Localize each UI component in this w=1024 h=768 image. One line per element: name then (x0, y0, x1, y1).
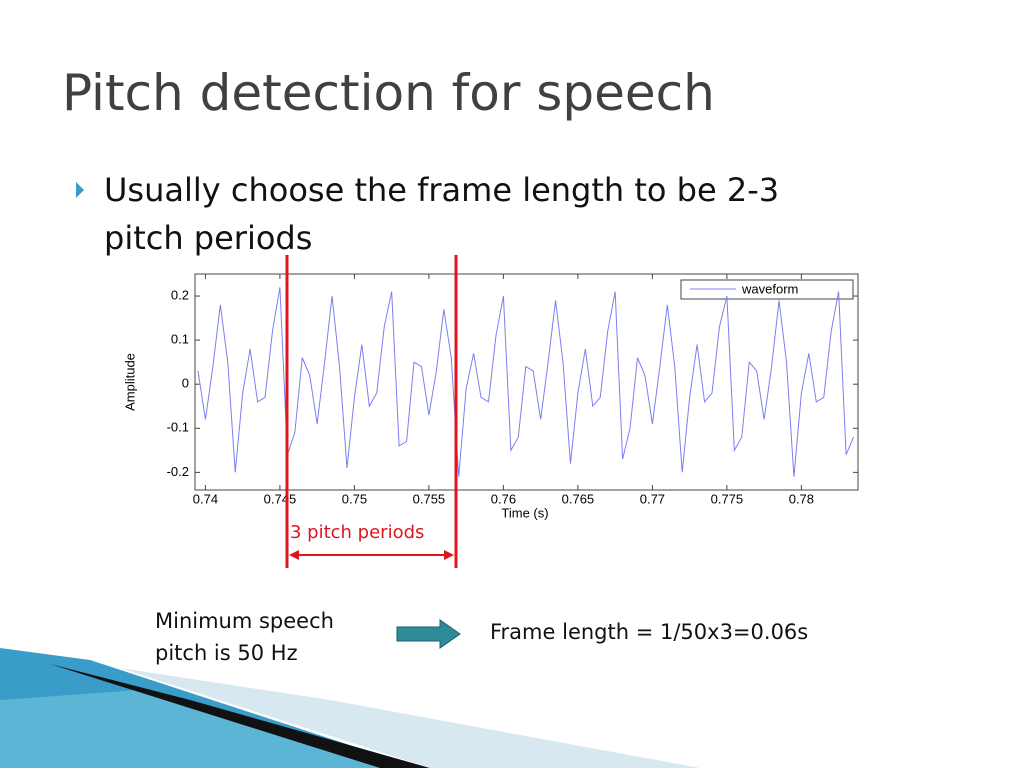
note-left: Minimum speech (155, 609, 334, 633)
arrow-head (444, 550, 454, 560)
x-tick-label: 0.74 (193, 491, 218, 506)
chart: Time (s) Amplitude waveform 0.2 0.1 0 -0.1 -… (122, 273, 859, 520)
x-tick-label: 0.78 (789, 491, 814, 506)
swoosh-black (50, 664, 430, 768)
bullet-text: Usually choose the frame length to be 2-… (104, 171, 779, 209)
annotation: 3 pitch periods (290, 522, 424, 543)
slide-title: Pitch detection for speech (62, 64, 715, 122)
y-tick-label: 0 (182, 376, 189, 391)
swoosh-pale (120, 668, 700, 768)
note-right: Frame length = 1/50x3=0.06s (490, 620, 808, 644)
plot-frame (194, 273, 859, 491)
x-tick-label: 0.76 (491, 491, 516, 506)
x-tick-label: 0.745 (264, 491, 297, 506)
y-tick-label: -0.1 (167, 420, 189, 435)
x-tick-label: 0.775 (711, 491, 744, 506)
swoosh-light (0, 690, 420, 768)
y-tick-label: -0.2 (167, 464, 189, 479)
legend-box (680, 279, 854, 300)
y-tick-label: 0.2 (171, 287, 189, 302)
arrow-head (289, 550, 299, 560)
legend-label: waveform (741, 281, 798, 296)
x-tick-label: 0.77 (640, 491, 665, 506)
waveform-line (197, 287, 854, 477)
bullet-text: pitch periods (104, 219, 312, 257)
y-tick-label: 0.1 (171, 332, 189, 347)
x-tick-label: 0.75 (342, 491, 367, 506)
block-arrow (396, 619, 461, 649)
y-axis-label: Amplitude (122, 353, 137, 411)
bullet-marker (76, 182, 84, 198)
x-tick-label: 0.755 (413, 491, 446, 506)
note-left: pitch is 50 Hz (155, 641, 298, 665)
x-tick-label: 0.765 (562, 491, 595, 506)
x-axis-label: Time (s) (501, 505, 548, 520)
